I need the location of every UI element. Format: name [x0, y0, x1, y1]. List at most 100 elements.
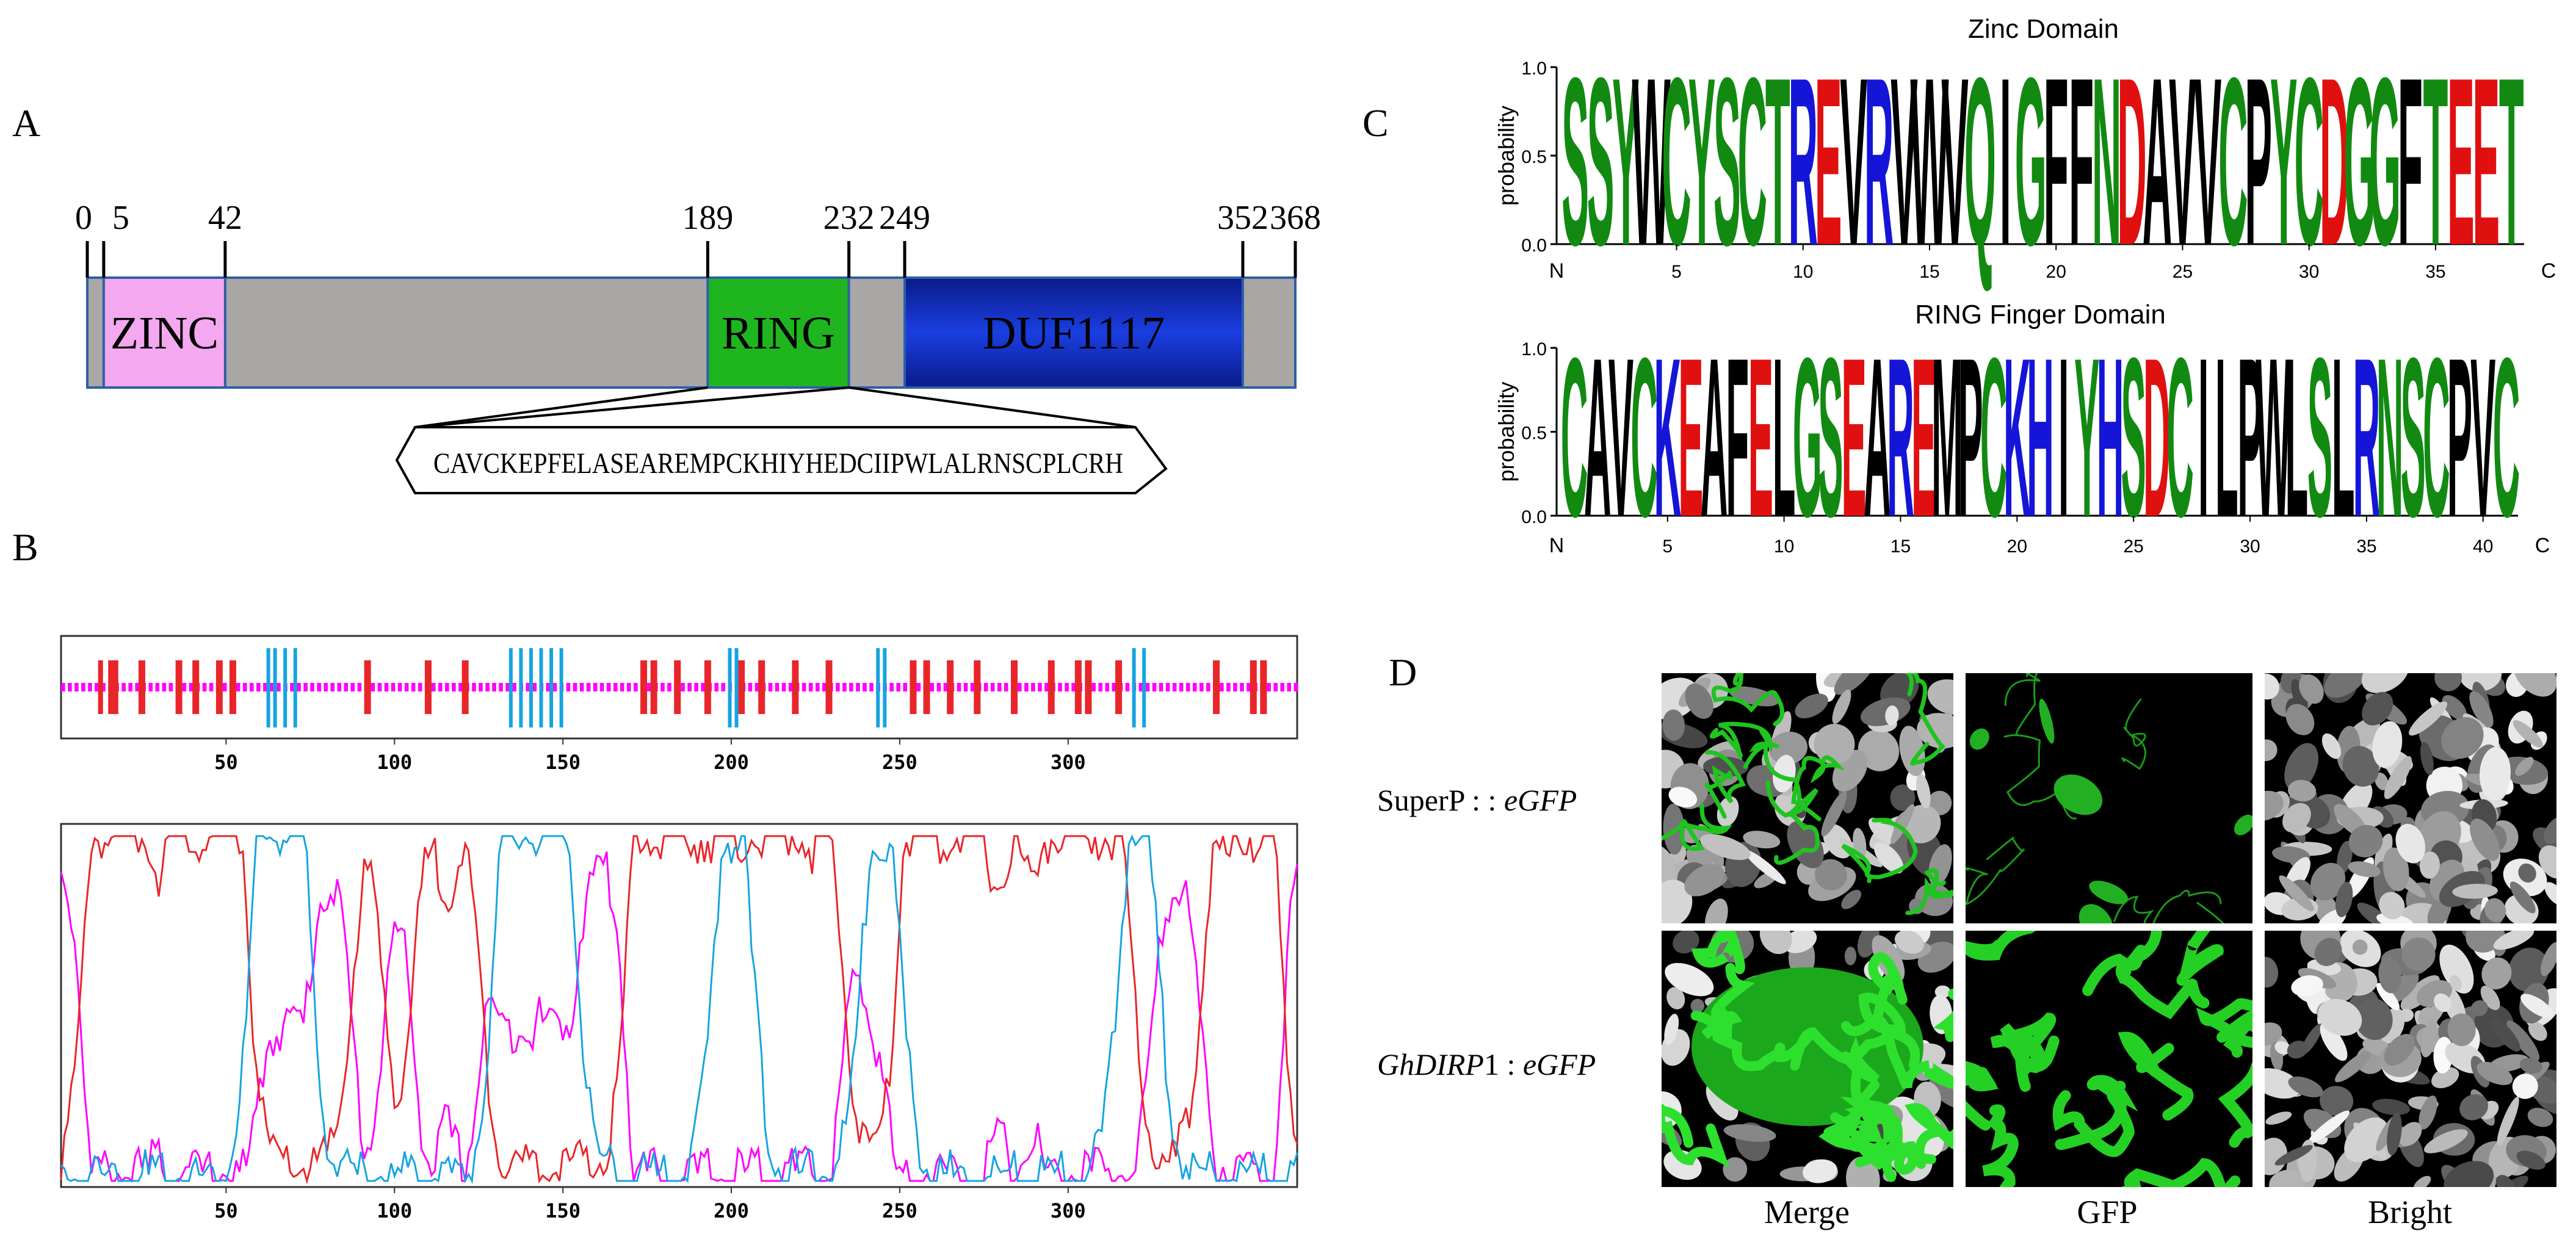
coil-mark	[579, 683, 584, 691]
row-label-ghdirp1-tag: eGFP	[1522, 1047, 1596, 1081]
coil-mark	[68, 683, 72, 691]
x-tick-label: 150	[545, 1199, 581, 1222]
strand-mark	[883, 648, 887, 727]
row-label-ghdirp1: GhDIRP1 : eGFP	[1377, 1047, 1596, 1082]
helix-mark	[461, 660, 469, 714]
logo-letter: C	[2423, 311, 2450, 564]
coil-mark	[963, 683, 968, 691]
helix-mark	[974, 660, 981, 714]
coil-mark	[647, 683, 651, 691]
logo-letter: I	[2058, 311, 2069, 564]
logo-letter: I	[2198, 311, 2209, 564]
coil-mark	[189, 683, 194, 691]
coil-mark	[626, 683, 631, 691]
coil-mark	[95, 683, 99, 691]
coil-mark	[452, 683, 456, 691]
x-tick-label: 300	[1051, 1199, 1086, 1222]
image-ghdirp1-gfp	[1966, 931, 2252, 1187]
coil-mark	[997, 683, 1002, 691]
logo-letter: W	[1910, 28, 1949, 295]
coil-mark	[310, 683, 314, 691]
coil-mark	[936, 683, 941, 691]
logo-letter: S	[2401, 311, 2426, 564]
panel-label-b: B	[12, 525, 38, 569]
coil-mark	[546, 683, 551, 691]
coil-mark	[1246, 683, 1251, 691]
coil-mark	[1031, 683, 1035, 691]
coil-mark	[242, 683, 247, 691]
row-label-superp-gene: eGFP	[1503, 783, 1577, 817]
coil-mark	[1267, 683, 1271, 691]
coil-mark	[566, 683, 571, 691]
coil-mark	[182, 683, 187, 691]
coil-mark	[324, 683, 328, 691]
coil-mark	[842, 683, 847, 691]
logo-letter: K	[1654, 311, 1681, 564]
position-label: 249	[879, 199, 930, 237]
x-tick-label: 10	[1793, 262, 1813, 282]
coil-mark	[1024, 683, 1029, 691]
coil-mark	[788, 683, 793, 691]
logo-letter: C	[2166, 311, 2193, 564]
strand-mark	[519, 648, 523, 727]
logo-letter: H	[2027, 311, 2053, 564]
coil-mark	[694, 683, 698, 691]
n-terminus-label: N	[1549, 259, 1565, 283]
position-label: 42	[208, 199, 242, 237]
x-tick-label: 35	[2425, 262, 2445, 282]
domain-ring	[706, 276, 850, 389]
coil-mark	[983, 683, 988, 691]
coil-mark	[1233, 683, 1237, 691]
coil-mark	[943, 683, 948, 691]
coil-mark	[748, 683, 753, 691]
logo-letter: L	[2332, 311, 2355, 564]
position-label: 189	[682, 199, 733, 237]
panel-label-d: D	[1389, 651, 1417, 694]
logo-letter: V	[1941, 28, 1969, 295]
helix-mark	[424, 660, 432, 714]
logo-letter: R	[1887, 311, 1914, 564]
helix-mark	[674, 660, 681, 714]
logo-letter: Y	[2270, 28, 2298, 295]
domain-label-zinc: ZINC	[110, 308, 219, 359]
n-terminus-label: N	[1549, 534, 1565, 557]
coil-mark	[634, 683, 638, 691]
coil-mark	[202, 683, 207, 691]
coil-mark	[1192, 683, 1197, 691]
x-tick-label: 40	[2473, 536, 2493, 557]
coil-mark	[290, 683, 294, 691]
coil-mark	[714, 683, 719, 691]
coil-mark	[391, 683, 396, 691]
strand-mark	[1142, 648, 1146, 727]
logo-letter: F	[1726, 311, 1749, 564]
helix-mark	[650, 660, 657, 714]
strand-mark	[876, 648, 880, 727]
coil-mark	[148, 683, 153, 691]
coil-mark	[81, 683, 85, 691]
logo-letter: S	[1561, 28, 1589, 295]
logo-letter: C	[2295, 28, 2324, 295]
coil-mark	[512, 683, 516, 691]
coil-mark	[277, 683, 281, 691]
helix-mark	[792, 660, 799, 714]
helix-mark	[1213, 660, 1220, 714]
helix-mark	[364, 660, 371, 714]
logo-letter: Y	[1688, 28, 1716, 295]
coil-mark	[990, 683, 995, 691]
column-label-bright: Bright	[2367, 1194, 2452, 1230]
logo-letter: T	[2499, 28, 2524, 295]
logo-letter: C	[1630, 311, 1657, 564]
x-tick-label: 20	[2046, 262, 2066, 282]
strand-mark	[559, 648, 563, 727]
coil-mark	[1287, 683, 1292, 691]
coil-mark	[1071, 683, 1076, 691]
logo-letter: G	[2344, 28, 2376, 295]
coil-mark	[1179, 683, 1184, 691]
image-superp-bright	[2265, 673, 2556, 923]
logo-letter: A	[2143, 28, 2172, 295]
y-tick-label: 0.5	[1521, 424, 1547, 444]
x-tick-label: 15	[1919, 262, 1939, 282]
coil-mark	[458, 683, 463, 691]
logo-letter: G	[2015, 28, 2047, 295]
